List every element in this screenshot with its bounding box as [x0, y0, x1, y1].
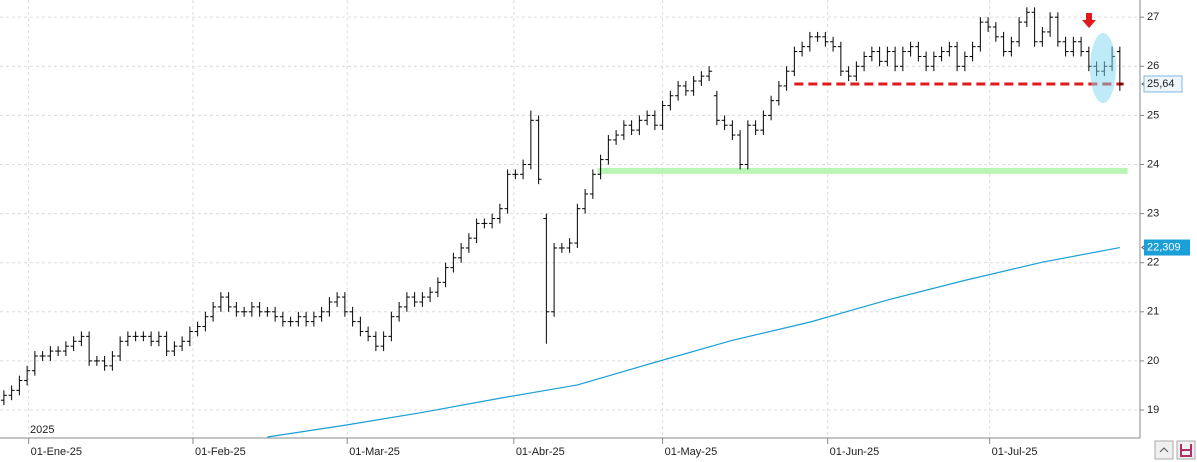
y-tick-label: 26: [1147, 60, 1159, 72]
x-tick-label: 01-Jun-25: [830, 446, 880, 458]
scroll-icon: [1159, 447, 1169, 453]
price-label-box: [1143, 75, 1183, 93]
y-tick-label: 25: [1147, 109, 1159, 121]
moving-average-line: [267, 246, 1120, 438]
arrow-marker: [1082, 13, 1096, 28]
ma-label: 22,309: [1147, 241, 1181, 253]
ma-label-box: [1144, 239, 1190, 256]
scale-icon: [1180, 444, 1192, 457]
x-tick-label: 01-Feb-25: [195, 446, 246, 458]
x-tick-label: 01-Jul-25: [992, 446, 1038, 458]
plot-area: [0, 0, 1140, 438]
x-tick-label: 01-May-25: [665, 446, 718, 458]
x-tick-label: 01-Ene-25: [31, 446, 82, 458]
price-label: 25,64: [1147, 78, 1175, 90]
y-tick-label: 21: [1147, 306, 1159, 318]
x-tick-label: 01-Abr-25: [516, 446, 565, 458]
year-annotation: 2025: [30, 424, 54, 436]
y-tick-label: 22: [1147, 257, 1159, 269]
y-tick-label: 24: [1147, 158, 1159, 170]
y-tick-label: 20: [1147, 355, 1159, 367]
scroll-button[interactable]: [1154, 440, 1174, 460]
y-tick-label: 27: [1147, 11, 1159, 23]
y-tick-label: 23: [1147, 208, 1159, 220]
highlight-ellipse: [1090, 33, 1116, 103]
y-tick-label: 19: [1147, 404, 1159, 416]
x-tick-label: 01-Mar-25: [349, 446, 400, 458]
